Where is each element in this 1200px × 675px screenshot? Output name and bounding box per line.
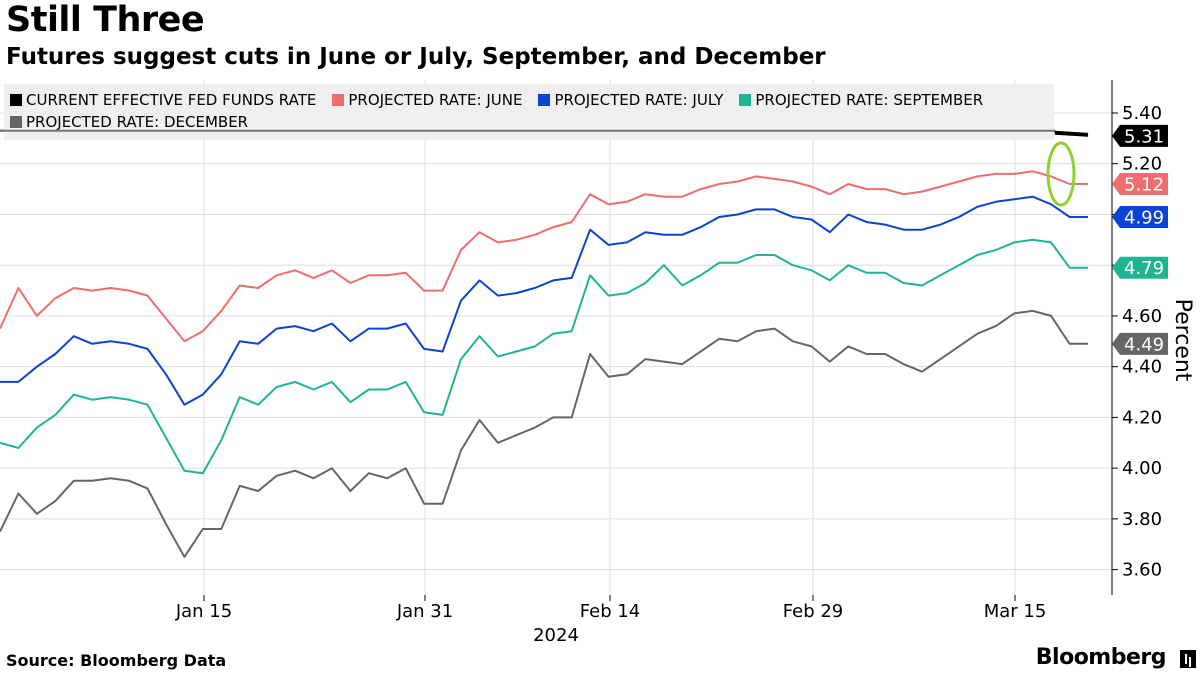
source-note: Source: Bloomberg Data (6, 651, 227, 670)
chart-subtitle: Futures suggest cuts in June or July, Se… (6, 44, 826, 70)
x-tick-label: Jan 31 (396, 601, 453, 622)
legend-item-july: PROJECTED RATE: JULY (538, 91, 723, 109)
legend-swatch-december (10, 116, 22, 128)
series-line-december (0, 309, 1088, 558)
brand-logo: Bloomberg (1035, 645, 1167, 670)
x-tick-label: Jan 15 (175, 601, 232, 622)
chart-title: Still Three (6, 0, 205, 40)
terminal-icon (1180, 650, 1196, 668)
last-value-tag-september (1112, 256, 1168, 279)
x-tick-label: Mar 15 (984, 601, 1047, 622)
y-tick-label: 3.80 (1122, 509, 1162, 530)
legend-label-effective: CURRENT EFFECTIVE FED FUNDS RATE (26, 91, 317, 109)
y-tick-label: 4.00 (1122, 458, 1162, 479)
effective-rate-tail (1054, 130, 1089, 137)
last-value-tag-july (1112, 205, 1168, 228)
legend-item-december: PROJECTED RATE: DECEMBER (10, 113, 248, 131)
last-value-tag-june (1112, 173, 1168, 196)
y-tick-label: 5.40 (1122, 103, 1162, 124)
series-line-september (0, 238, 1088, 475)
series-line-july (0, 195, 1088, 406)
last-value-tag-december (1112, 332, 1168, 355)
legend-label-december: PROJECTED RATE: DECEMBER (26, 113, 249, 131)
y-tick-label: 4.20 (1122, 407, 1162, 428)
x-axis-title: 2024 (533, 625, 579, 646)
last-value-label-effective: 5.31 (1124, 126, 1164, 147)
legend-row-1: CURRENT EFFECTIVE FED FUNDS RATE PROJECT… (4, 89, 993, 111)
legend-row-2: PROJECTED RATE: DECEMBER (4, 111, 258, 133)
y-tick-label: 5.20 (1122, 154, 1162, 175)
annotation-circle (1046, 141, 1076, 207)
legend-item-effective: CURRENT EFFECTIVE FED FUNDS RATE (10, 91, 316, 109)
y-axis-title: Percent (1170, 299, 1195, 382)
legend-label-july: PROJECTED RATE: JULY (554, 91, 724, 109)
legend-swatch-september (739, 94, 752, 106)
legend-item-september: PROJECTED RATE: SEPTEMBER (739, 91, 983, 109)
legend-swatch-july (538, 94, 551, 106)
y-tick-label: 4.60 (1122, 306, 1162, 327)
x-tick-label: Feb 14 (580, 601, 641, 622)
legend-swatch-june (332, 94, 345, 106)
y-tick-label: 3.60 (1122, 560, 1162, 581)
series-line-june (0, 170, 1088, 343)
last-value-tag-effective (1112, 124, 1168, 147)
last-value-label-september: 4.79 (1124, 258, 1164, 279)
legend-label-september: PROJECTED RATE: SEPTEMBER (755, 91, 984, 109)
last-value-label-july: 4.99 (1124, 207, 1164, 228)
last-value-label-june: 5.12 (1124, 175, 1164, 196)
legend-label-june: PROJECTED RATE: JUNE (348, 91, 523, 109)
last-value-label-december: 4.49 (1124, 334, 1164, 355)
legend-item-june: PROJECTED RATE: JUNE (332, 91, 522, 109)
y-tick-label: 4.40 (1122, 357, 1162, 378)
legend-swatch-effective (10, 94, 22, 106)
x-tick-label: Feb 29 (783, 601, 844, 622)
